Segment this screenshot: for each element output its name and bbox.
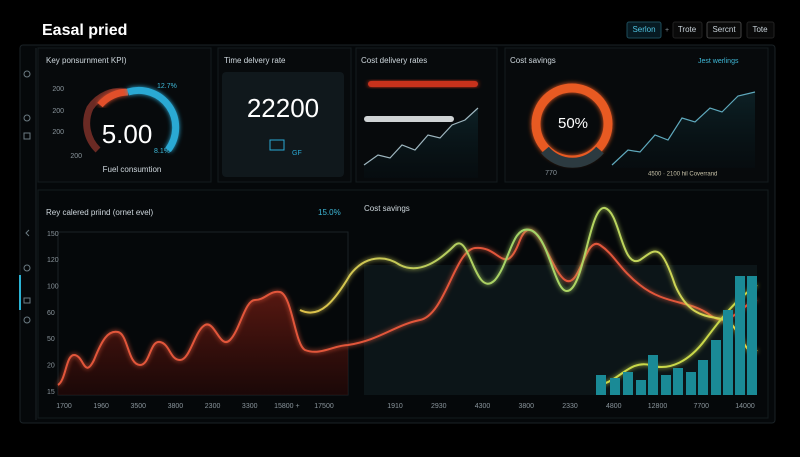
tab[interactable] (746, 21, 775, 39)
icon[interactable] (23, 264, 31, 272)
line (299, 207, 758, 353)
panel-title: Cost savings (364, 204, 410, 213)
x-tick-label: 14000 (735, 403, 755, 410)
y-tick-label: 15 (47, 389, 55, 396)
x-tick-label: 4800 (606, 403, 622, 410)
badge: 15.0% (318, 208, 341, 217)
kpi-box (222, 72, 344, 177)
x-tick-label: 1700 (56, 403, 72, 410)
y-tick-label: 60 (47, 310, 55, 317)
gauge-arc (126, 86, 180, 153)
y-tick-label: 120 (47, 257, 59, 264)
x-tick-label: 3800 (168, 403, 184, 410)
y-tick-label: 100 (47, 284, 59, 291)
dropdown[interactable]: Jest werlings (698, 58, 739, 65)
card-title: Time delvery rate (224, 56, 286, 65)
gauge-caption: Fuel consumtion (103, 165, 162, 174)
icon[interactable] (23, 297, 31, 304)
card-title: Cost delivery rates (361, 56, 427, 65)
icon[interactable] (23, 70, 31, 78)
donut-gap (541, 146, 604, 168)
line (57, 229, 758, 386)
legend: 4500 · 2100 hil Coverrand (648, 172, 717, 178)
x-tick-label: 12800 (648, 403, 668, 410)
tab-label[interactable]: Sercnt (712, 25, 736, 34)
x-tick-label: 4300 (475, 403, 491, 410)
x-tick-label: 15800 + (274, 403, 300, 410)
icon[interactable] (23, 132, 31, 140)
x-tick-label: 2330 (562, 403, 578, 410)
icon[interactable] (25, 229, 30, 237)
tab-label[interactable]: Tote (752, 25, 768, 34)
area (58, 291, 348, 395)
card-title: Key ponsurnment KPI) (46, 56, 127, 65)
tab-label[interactable]: + (665, 27, 669, 34)
tab[interactable] (626, 21, 662, 39)
sparkline-area (612, 92, 755, 168)
scale-label: 200 (52, 129, 64, 136)
icon (269, 139, 285, 151)
tabs: Serlon + Trote Sercnt Tote (626, 21, 775, 39)
donut-value: 50% (558, 115, 588, 132)
tab-label[interactable]: Trote (678, 25, 697, 34)
sidebar (19, 48, 37, 420)
sparkline (363, 107, 479, 166)
note: 8.1% (154, 148, 170, 155)
icon[interactable] (23, 316, 31, 324)
x-tick-label: 3800 (518, 403, 534, 410)
sparkline-area (364, 108, 478, 178)
note: 12.7% (157, 83, 177, 90)
line (599, 284, 758, 386)
tab[interactable] (706, 21, 742, 39)
x-tick-label: 2300 (205, 403, 221, 410)
scale-label: 200 (70, 153, 82, 160)
card (37, 47, 212, 183)
gauge-arc (97, 88, 129, 108)
x-tick-label: 17500 (314, 403, 334, 410)
scale-label: 200 (52, 86, 64, 93)
card-title: Cost savings (510, 56, 556, 65)
gauge-value: 5.00 (102, 119, 153, 149)
x-tick-label: 3500 (130, 403, 146, 410)
y-tick-label: 50 (47, 336, 55, 343)
tab[interactable] (672, 21, 703, 39)
icon-text: GF (292, 150, 302, 157)
tab-label[interactable]: Serlon (632, 25, 655, 34)
scale-label: 200 (52, 108, 64, 115)
sparkline (611, 91, 756, 166)
panel-title: Rey calered priind (ornet evel) (46, 208, 153, 217)
icon[interactable] (23, 114, 31, 122)
bars (596, 276, 757, 395)
x-tick-label: 1960 (93, 403, 109, 410)
progress-bar (368, 81, 478, 87)
x-tick-label: 7700 (693, 403, 709, 410)
y-tick-label: 20 (47, 363, 55, 370)
x-tick-label: 3300 (242, 403, 258, 410)
app-title: Easal pried (42, 22, 127, 39)
donut-sub: 770 (545, 170, 557, 177)
progress-bar (364, 116, 454, 122)
kpi-value: 22200 (247, 93, 319, 123)
x-tick-label: 2930 (431, 403, 447, 410)
x-tick-label: 1910 (387, 403, 403, 410)
y-tick-label: 150 (47, 231, 59, 238)
